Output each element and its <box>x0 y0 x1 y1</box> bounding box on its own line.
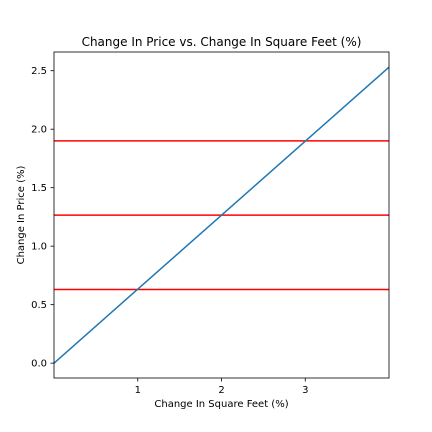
plot-area <box>53 66 390 364</box>
y-axis-ticks: 0.0 0.5 1.0 1.5 2.0 2.5 <box>31 66 54 370</box>
x-tick-label: 2 <box>218 385 224 396</box>
y-tick-label: 1.5 <box>31 183 47 194</box>
y-tick-label: 1.0 <box>31 242 47 253</box>
chart-title: Change In Price vs. Change In Square Fee… <box>82 35 362 49</box>
y-tick-label: 2.0 <box>31 125 47 136</box>
series-line-1 <box>53 66 390 364</box>
y-tick-label: 0.5 <box>31 300 47 311</box>
x-axis-ticks: 1 2 3 <box>135 378 308 396</box>
y-tick-label: 2.5 <box>31 66 47 77</box>
x-tick-label: 3 <box>302 385 308 396</box>
y-tick-label: 0.0 <box>31 359 47 370</box>
x-tick-label: 1 <box>135 385 141 396</box>
y-axis-label: Change In Price (%) <box>16 165 27 264</box>
x-axis-label: Change In Square Feet (%) <box>154 399 288 410</box>
